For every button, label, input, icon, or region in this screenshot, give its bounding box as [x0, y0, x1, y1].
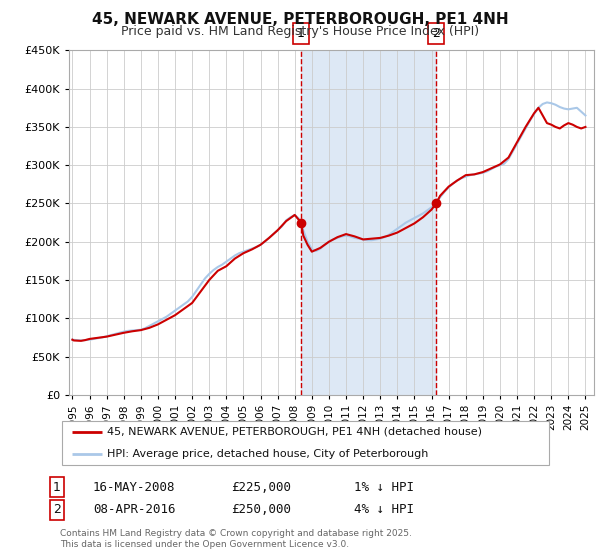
Bar	[301, 50, 436, 395]
Text: 16-MAY-2008: 16-MAY-2008	[93, 480, 176, 494]
Text: £225,000: £225,000	[231, 480, 291, 494]
Text: Contains HM Land Registry data © Crown copyright and database right 2025.
This d: Contains HM Land Registry data © Crown c…	[60, 529, 412, 549]
Text: £250,000: £250,000	[231, 503, 291, 516]
Text: 1% ↓ HPI: 1% ↓ HPI	[354, 480, 414, 494]
Text: 1: 1	[297, 27, 305, 40]
Text: 45, NEWARK AVENUE, PETERBOROUGH, PE1 4NH (detached house): 45, NEWARK AVENUE, PETERBOROUGH, PE1 4NH…	[107, 427, 482, 437]
Text: 08-APR-2016: 08-APR-2016	[93, 503, 176, 516]
Text: HPI: Average price, detached house, City of Peterborough: HPI: Average price, detached house, City…	[107, 449, 428, 459]
Text: 2: 2	[432, 27, 440, 40]
Text: 4% ↓ HPI: 4% ↓ HPI	[354, 503, 414, 516]
Text: 1: 1	[53, 480, 61, 494]
Text: Price paid vs. HM Land Registry's House Price Index (HPI): Price paid vs. HM Land Registry's House …	[121, 25, 479, 38]
Text: 45, NEWARK AVENUE, PETERBOROUGH, PE1 4NH: 45, NEWARK AVENUE, PETERBOROUGH, PE1 4NH	[92, 12, 508, 27]
Text: 2: 2	[53, 503, 61, 516]
FancyBboxPatch shape	[62, 421, 548, 465]
